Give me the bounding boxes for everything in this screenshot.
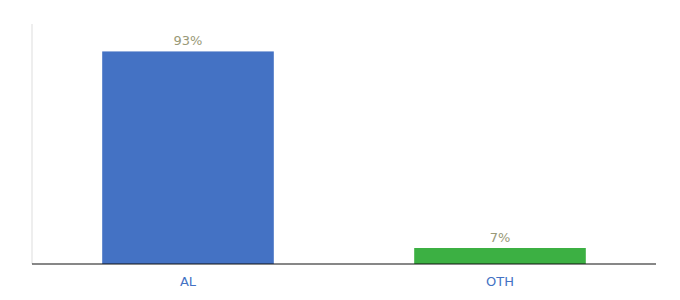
x-tick-label: OTH	[486, 274, 514, 289]
bars	[102, 51, 586, 264]
x-axis-line	[32, 263, 656, 264]
bar	[102, 51, 274, 264]
data-label: 7%	[490, 230, 511, 245]
bar	[414, 248, 586, 264]
y-axis-line	[32, 24, 33, 264]
x-tick-label: AL	[180, 274, 197, 289]
data-label: 93%	[174, 33, 203, 48]
chart-svg: 93% 7% AL OTH	[0, 0, 680, 300]
plot: 93% 7% AL OTH	[32, 24, 656, 289]
chart-container: 93% 7% AL OTH	[0, 0, 680, 300]
